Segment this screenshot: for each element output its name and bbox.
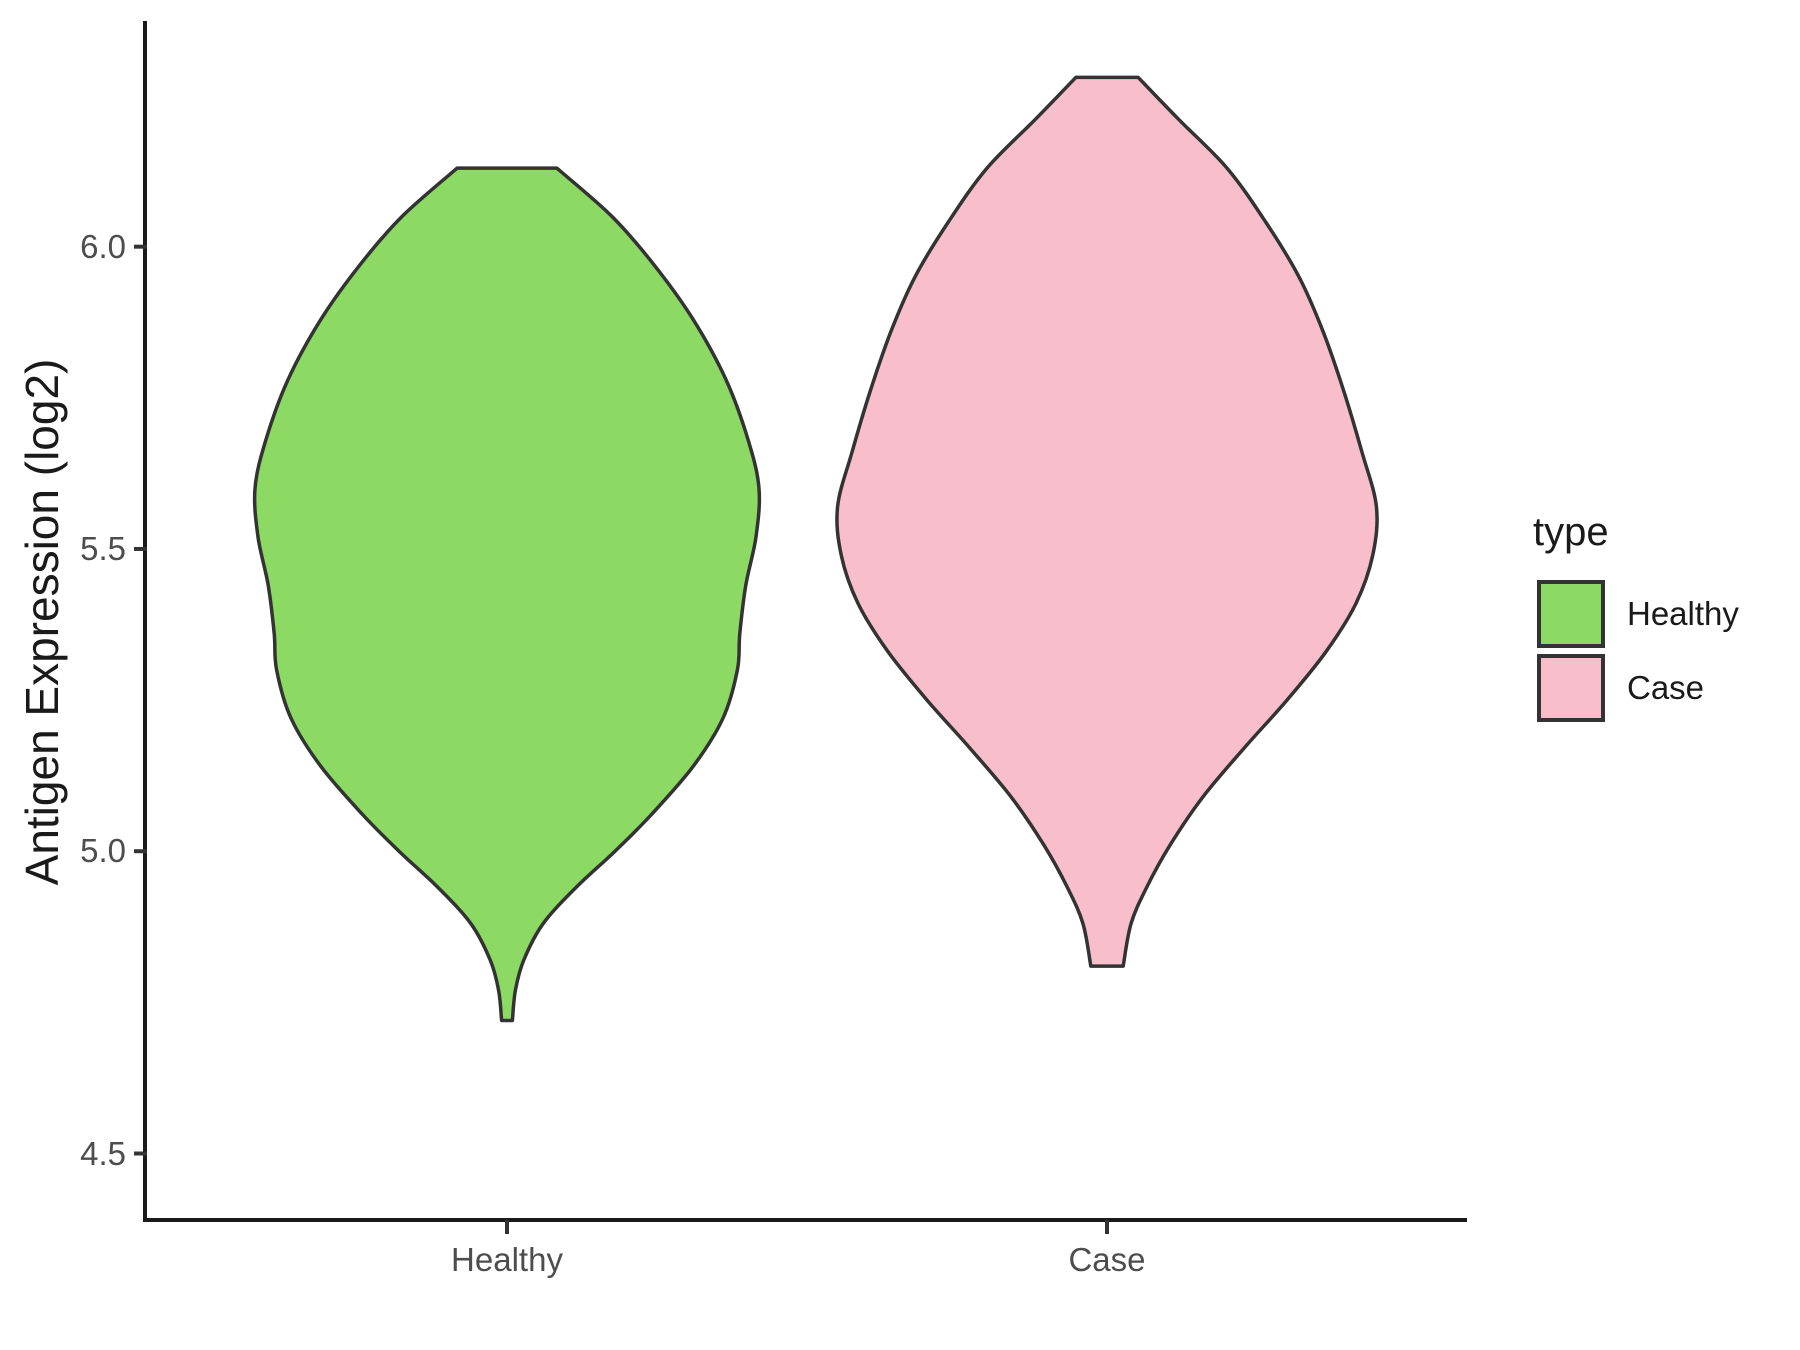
legend-label-healthy: Healthy — [1627, 595, 1739, 632]
legend-item-case: Case — [1537, 654, 1739, 722]
x-tick-label-healthy: Healthy — [451, 1241, 563, 1278]
y-tick-label: 4.5 — [80, 1134, 126, 1172]
legend-title: type — [1533, 510, 1609, 554]
y-tick-label: 5.5 — [80, 529, 126, 567]
x-tick-label-case: Case — [1068, 1241, 1146, 1278]
y-tick-label: 5.0 — [80, 832, 126, 870]
y-axis-title: Antigen Expression (log2) — [16, 358, 68, 886]
violin-case — [835, 75, 1379, 968]
legend-key-healthy — [1537, 580, 1605, 648]
legend-label-case: Case — [1627, 669, 1705, 706]
legend: type Healthy Case — [1533, 508, 1739, 728]
y-tick-label: 6.0 — [80, 227, 126, 265]
violin-healthy — [252, 166, 762, 1023]
legend-key-case — [1537, 654, 1605, 722]
legend-item-healthy: Healthy — [1537, 580, 1739, 648]
